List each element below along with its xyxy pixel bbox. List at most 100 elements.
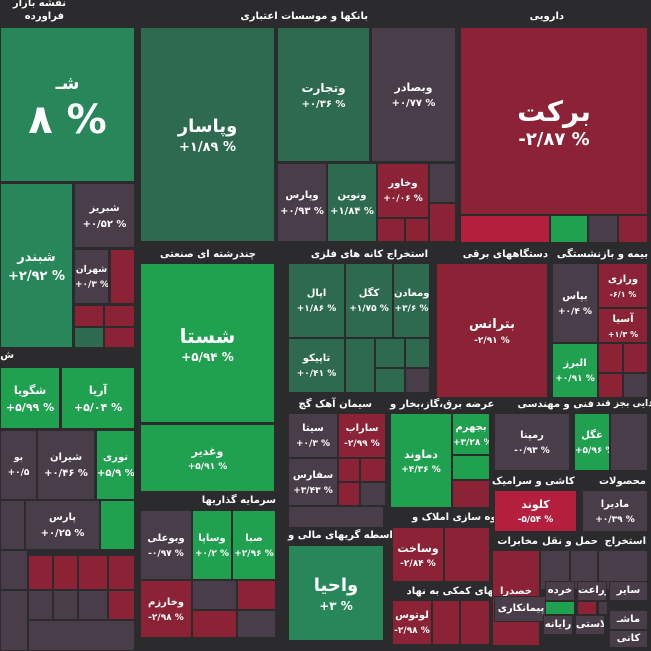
tile-small[interactable]: [618, 215, 648, 243]
tile-kalvand[interactable]: کلوند -۵/۵۴ %: [494, 490, 577, 532]
tile-vanovin[interactable]: ونوین +۱/۸۴ %: [327, 163, 377, 242]
tile-alborz[interactable]: البرز +۰/۹۱ %: [552, 343, 598, 398]
tile-small[interactable]: [110, 249, 135, 304]
tile-lutus[interactable]: لوتوس -۲/۹۸ %: [392, 600, 432, 645]
tile-small[interactable]: [598, 601, 608, 615]
tile-small[interactable]: [360, 458, 386, 482]
tile-vasapa[interactable]: وساپا +۰/۲ %: [192, 510, 232, 580]
tile-noori[interactable]: نوری +۵/۹ %: [96, 430, 135, 500]
tile-vaghadir[interactable]: وغدیر +۵/۹۱ %: [140, 424, 275, 492]
tile-small[interactable]: [610, 413, 648, 471]
tile-small[interactable]: [550, 215, 588, 243]
tile-rayaneh[interactable]: رایانه: [543, 615, 573, 635]
tile-small[interactable]: [432, 600, 460, 645]
tile-shahran[interactable]: شهران +۰/۳ %: [74, 249, 109, 304]
tile-small[interactable]: [598, 373, 623, 398]
tile-barekat[interactable]: برکت -۲/۸۷ %: [460, 27, 648, 215]
tile-small[interactable]: [338, 458, 360, 482]
tile-bepas[interactable]: بپاس +۰/۴ %: [552, 263, 598, 343]
tile-arya[interactable]: آریا +۵/۰۴ %: [61, 367, 135, 429]
tile-sita[interactable]: سیتا +۰/۳ %: [288, 413, 338, 458]
tile-vahia[interactable]: واحیا +۳ %: [288, 545, 384, 641]
tile-betranes[interactable]: بترانس -۲/۹۱ %: [436, 263, 548, 398]
tile-vebsader[interactable]: وبصادر +۰/۷۷ %: [371, 27, 456, 162]
tile-small[interactable]: [104, 305, 135, 327]
tile-mashin[interactable]: ماشـ: [609, 610, 648, 630]
tile-small[interactable]: [53, 590, 78, 620]
tile-small[interactable]: [78, 590, 108, 620]
tile-shasta[interactable]: شستا +۵/۹۴ %: [140, 263, 275, 423]
tile-small[interactable]: [405, 368, 430, 393]
tile-small[interactable]: [108, 590, 135, 620]
tile-small[interactable]: [0, 550, 28, 590]
tile-small[interactable]: [0, 500, 25, 550]
tile-small[interactable]: [78, 555, 108, 590]
tile-small[interactable]: [53, 555, 78, 590]
tile-small[interactable]: [429, 203, 456, 242]
tile-rampina[interactable]: رمپنا -۰/۹۳ %: [494, 413, 570, 471]
tile-vabuali[interactable]: وبوعلی -۰/۹۷ %: [140, 510, 192, 580]
tile-small[interactable]: [192, 610, 237, 638]
tile-small[interactable]: [405, 218, 429, 242]
tile-small[interactable]: [288, 506, 384, 528]
tile-small[interactable]: [192, 580, 237, 610]
tile-kani[interactable]: کانی: [609, 630, 648, 648]
tile-small[interactable]: [577, 601, 597, 615]
tile-shabandar[interactable]: شبندر +۲/۹۲ %: [0, 183, 73, 348]
tile-small[interactable]: [588, 215, 618, 243]
tile-small[interactable]: [460, 215, 550, 243]
tile-madira[interactable]: مادیرا +۰/۳۹ %: [582, 490, 648, 532]
tile-vetejarat[interactable]: وتجارت +۰/۳۶ %: [277, 27, 370, 162]
tile-small[interactable]: [375, 368, 405, 393]
tile-zeraat[interactable]: زراعت: [577, 581, 607, 601]
tile-vekhavar[interactable]: وخاور +۰/۰۶ %: [377, 163, 429, 218]
tile-bejahrom[interactable]: بجهرم +۳/۲۸ %: [452, 413, 490, 455]
tile-sh_big[interactable]: شـ ۸ %: [0, 27, 135, 182]
tile-tapiko[interactable]: تاپیکو +۰/۴۱ %: [288, 338, 345, 393]
tile-small[interactable]: [74, 305, 104, 327]
tile-kagal[interactable]: کگل +۱/۷۵ %: [345, 263, 393, 338]
tile-small[interactable]: [74, 327, 104, 348]
tile-small[interactable]: [237, 610, 276, 638]
tile-small[interactable]: [28, 620, 135, 651]
tile-small[interactable]: [28, 590, 53, 620]
tile-khodro[interactable]: خرده: [545, 581, 575, 601]
tile-shegoya[interactable]: شگویا +۵/۹۹ %: [0, 367, 60, 429]
tile-saba[interactable]: صبا +۲/۹۶ %: [232, 510, 276, 580]
tile-vamaden[interactable]: ومعادن +۳/۶ %: [393, 263, 430, 338]
tile-small[interactable]: [405, 338, 430, 368]
tile-pars[interactable]: پارس +۰/۲۵ %: [25, 500, 100, 550]
tile-peymankari[interactable]: پیمانکاری: [494, 596, 548, 622]
tile-vaparas[interactable]: وپارس +۰/۹۳ %: [277, 163, 327, 242]
tile-lastic[interactable]: لاستی: [575, 615, 605, 635]
tile-small[interactable]: [100, 500, 135, 550]
tile-small[interactable]: [460, 600, 490, 645]
tile-apal[interactable]: اپال +۱/۸۶ %: [288, 263, 345, 338]
tile-vakharazm[interactable]: وخارزم -۲/۹۸ %: [140, 580, 192, 638]
tile-damavand[interactable]: دماوند +۴/۳۶ %: [390, 413, 452, 508]
tile-shabriz[interactable]: شبریز +۰/۵۲ %: [74, 183, 135, 248]
tile-small[interactable]: [598, 343, 623, 373]
tile-small[interactable]: [545, 601, 575, 615]
tile-small[interactable]: [104, 327, 135, 348]
tile-small[interactable]: [108, 555, 135, 590]
tile-small[interactable]: [28, 555, 53, 590]
tile-small[interactable]: [623, 343, 648, 373]
tile-small[interactable]: [237, 580, 276, 610]
tile-vepasar[interactable]: وپاسار +۱/۸۹ %: [140, 27, 275, 242]
tile-small[interactable]: [375, 338, 405, 368]
tile-sayer[interactable]: سایر: [609, 581, 648, 601]
tile-small[interactable]: [452, 480, 490, 508]
tile-small[interactable]: [338, 482, 360, 506]
tile-sarab[interactable]: ساراب -۲/۹۹ %: [338, 413, 386, 458]
tile-small[interactable]: [360, 482, 386, 506]
tile-safars[interactable]: سفارس +۳/۴۳ %: [288, 458, 338, 506]
tile-asia[interactable]: آسیا +۱/۳ %: [598, 308, 648, 343]
tile-small[interactable]: [623, 373, 648, 398]
tile-vrazi[interactable]: ورازی -۶/۱ %: [598, 263, 648, 308]
tile-small[interactable]: [452, 455, 490, 480]
tile-small[interactable]: [0, 590, 28, 651]
tile-shiran[interactable]: شیران +۰/۴۶ %: [37, 430, 95, 500]
tile-small[interactable]: [444, 527, 490, 582]
tile-vasakht[interactable]: وساخت -۲/۸۴ %: [392, 527, 444, 582]
